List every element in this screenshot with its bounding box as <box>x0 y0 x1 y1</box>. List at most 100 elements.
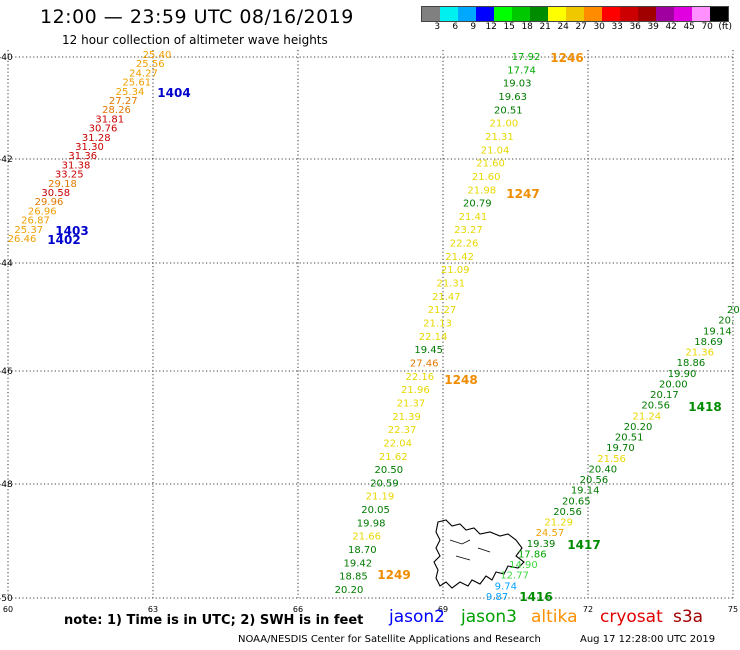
pass-id: 1416 <box>519 590 552 604</box>
pass-id: 1248 <box>444 373 477 387</box>
timestamp: Aug 17 12:28:00 UTC 2019 <box>580 634 716 645</box>
wave-height-label: 26.46 <box>8 234 37 245</box>
wave-height-label: 21.62 <box>379 452 408 463</box>
legend-label: 18 <box>521 22 533 32</box>
wave-height-label: 20.20 <box>624 422 653 433</box>
wave-height-label: 29.18 <box>48 179 77 190</box>
wave-height-label: 24.27 <box>129 68 158 79</box>
wave-height-label: 19.98 <box>357 518 386 529</box>
wave-height-label: 20.79 <box>463 199 492 210</box>
lon-tick-label: 75 <box>728 605 738 614</box>
wave-height-label: 12.77 <box>500 571 529 582</box>
wave-height-label: 19.14 <box>703 326 732 337</box>
wave-height-label: 21.13 <box>423 319 452 330</box>
legend-swatch <box>620 7 638 21</box>
island-coastline <box>433 519 525 589</box>
lon-tick-label: 72 <box>583 605 593 614</box>
legend-label: 15 <box>503 22 515 32</box>
legend-swatch <box>710 7 728 21</box>
satellite-name: altika <box>531 607 578 627</box>
wave-height-label: 9.74 <box>495 581 517 592</box>
wave-height-label: 27.46 <box>410 358 439 369</box>
map-subtitle: 12 hour collection of altimeter wave hei… <box>62 33 328 47</box>
legend-label: 33 <box>611 22 623 32</box>
legend-swatch <box>494 7 512 21</box>
wave-height-label: 25.37 <box>14 225 43 236</box>
wave-height-label: 21.31 <box>436 279 465 290</box>
map-title: 12:00 — 23:59 UTC 08/16/2019 <box>40 6 354 28</box>
wave-height-label: 25.56 <box>136 59 165 70</box>
lat-tick-label: -42 <box>0 155 13 165</box>
wave-height-label: 19.63 <box>498 92 527 103</box>
legend-swatch <box>440 7 458 21</box>
wave-height-label: 22.04 <box>383 438 412 449</box>
wave-height-label: 20.59 <box>370 478 399 489</box>
legend-label: 27 <box>575 22 587 32</box>
lat-tick-label: -48 <box>0 480 13 490</box>
wave-height-label: 29.96 <box>35 197 64 208</box>
wave-height-label: 31.30 <box>75 142 104 153</box>
wave-height-label: 26.87 <box>21 216 50 227</box>
wave-height-label: 31.81 <box>95 114 124 125</box>
satellite-name: jason3 <box>461 607 517 627</box>
wave-height-label: 21.60 <box>476 159 505 170</box>
color-scale-labels: 3 6 9 12 15 18 21 24 27 30 33 36 39 42 45 70 (ft) <box>421 22 732 34</box>
wave-height-label: 19.39 <box>527 539 556 550</box>
legend-swatch <box>548 7 566 21</box>
wave-height-label: 21.24 <box>633 411 662 422</box>
legend-swatch <box>656 7 674 21</box>
kerguelen-island-outline <box>433 519 525 589</box>
legend-label: 70 <box>701 22 713 32</box>
wave-height-label: 20.05 <box>361 505 390 516</box>
legend-label: 24 <box>557 22 569 32</box>
wave-height-label: 21.29 <box>544 518 573 529</box>
pass-id: 1247 <box>506 187 539 201</box>
wave-height-label: 17.86 <box>518 549 547 560</box>
wave-height-label: 21.60 <box>472 172 501 183</box>
credit-line: NOAA/NESDIS Center for Satellite Applica… <box>238 634 541 645</box>
pass-id: 1246 <box>550 51 583 65</box>
lon-tick-label: 60 <box>3 605 13 614</box>
wave-height-label: 19.03 <box>503 79 532 90</box>
satellite-name: s3a <box>673 607 704 627</box>
wave-height-label: 17.74 <box>507 65 536 76</box>
wave-height-label: 20.56 <box>580 475 609 486</box>
wave-height-label: 20.00 <box>659 379 688 390</box>
wave-height-label: 21.47 <box>432 292 461 303</box>
wave-height-label: 30.76 <box>89 124 118 135</box>
legend-swatch <box>530 7 548 21</box>
wave-height-label: 21.31 <box>485 132 514 143</box>
wave-height-label: 22.26 <box>450 239 479 250</box>
legend-swatch <box>638 7 656 21</box>
legend-label: 3 <box>434 22 441 32</box>
legend-label: 45 <box>683 22 695 32</box>
wave-height-label: 21.98 <box>467 185 496 196</box>
wave-height-label: 18.85 <box>339 572 368 583</box>
lon-tick-label: 63 <box>148 605 158 614</box>
satellite-name: jason2 <box>389 607 445 627</box>
wave-height-label: 19.45 <box>414 345 443 356</box>
wave-height-label: 26.96 <box>28 206 57 217</box>
wave-height-label: 22.16 <box>405 372 434 383</box>
wave-height-label: 20. <box>718 316 734 327</box>
wave-height-label: 19.70 <box>606 443 635 454</box>
legend-label: 21 <box>539 22 551 32</box>
lat-lon-grid <box>7 50 734 599</box>
wave-height-label: 18.86 <box>677 358 706 369</box>
wave-height-label: 21.96 <box>401 385 430 396</box>
wave-height-values: 25.4025.5624.2725.6125.3427.2728.2631.81… <box>8 50 740 603</box>
wave-height-label: 25.61 <box>122 78 151 89</box>
wave-height-label: 21.27 <box>428 305 457 316</box>
lon-tick-label: 66 <box>293 605 303 614</box>
legend-label: 42 <box>665 22 677 32</box>
wave-height-label: 27.27 <box>109 96 138 107</box>
wave-height-label: 23.27 <box>454 225 483 236</box>
legend-swatch <box>602 7 620 21</box>
wave-height-label: 20.65 <box>562 496 591 507</box>
legend-label: 39 <box>647 22 659 32</box>
legend-swatch <box>458 7 476 21</box>
wave-height-label: 21.00 <box>490 119 519 130</box>
wave-height-label: 30.58 <box>41 188 70 199</box>
